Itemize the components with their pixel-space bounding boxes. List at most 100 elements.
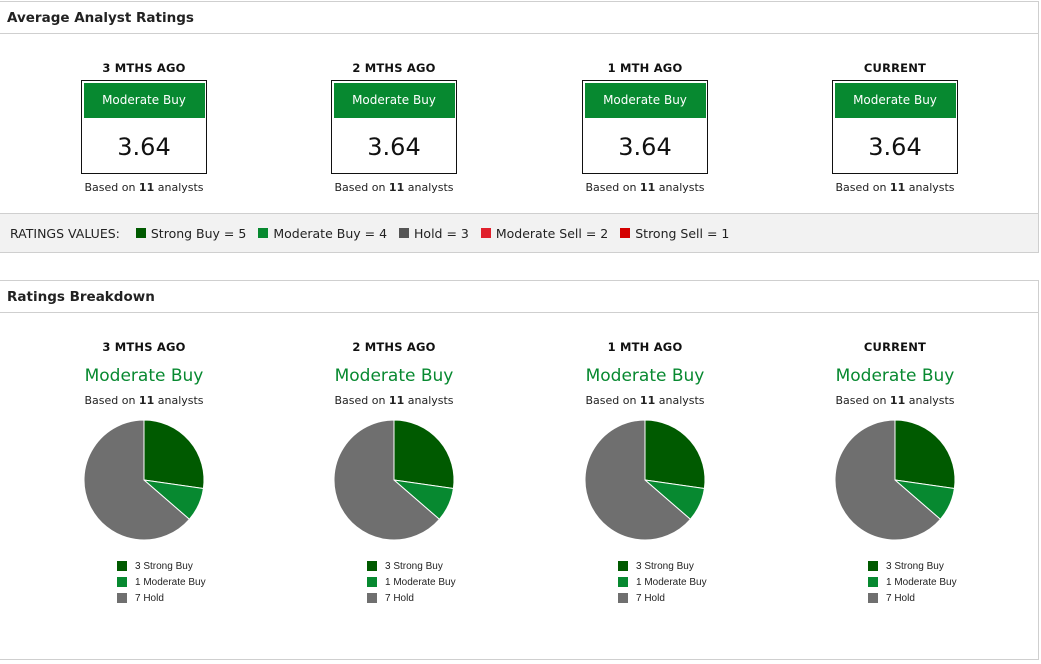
based-suffix: analysts <box>908 394 955 407</box>
pie-slice-hold <box>83 419 191 541</box>
legend-swatch-icon <box>367 593 377 603</box>
count: 11 <box>138 394 155 407</box>
rating-value-strong-sell: Strong Sell = 1 <box>620 226 729 241</box>
pie-svg <box>834 419 956 541</box>
pie-svg <box>333 419 455 541</box>
consensus-rating: Moderate Buy <box>835 366 955 386</box>
count: 11 <box>388 181 405 194</box>
pie-slice-strong-buy <box>644 419 706 490</box>
pie-legend: 3 Strong Buy 1 Moderate Buy 7 Hold <box>117 558 269 606</box>
legend-label: 1 Moderate Buy <box>636 576 707 588</box>
pie-slice-hold <box>584 419 692 541</box>
legend-item: 1 Moderate Buy <box>117 574 269 590</box>
analyst-count: Based on 11 analysts <box>19 181 269 194</box>
rating-value-text: Moderate Sell = 2 <box>495 225 609 241</box>
hold-swatch-icon <box>399 228 410 238</box>
analyst-count: Based on 11 analysts <box>19 394 269 407</box>
pie-chart <box>82 418 206 542</box>
legend-item: 3 Strong Buy <box>117 558 269 574</box>
count: 11 <box>388 394 405 407</box>
legend-swatch-icon <box>618 561 628 571</box>
legend-swatch-icon <box>117 593 127 603</box>
pie-chart <box>332 418 456 542</box>
panel-title: Ratings Breakdown <box>7 288 155 305</box>
period-label: CURRENT <box>863 61 927 75</box>
period-label: 1 MTH AGO <box>607 61 683 75</box>
legend-swatch-icon <box>367 561 377 571</box>
legend-item: 3 Strong Buy <box>618 558 770 574</box>
pie-legend: 3 Strong Buy 1 Moderate Buy 7 Hold <box>868 558 1020 606</box>
based-prefix: Based on <box>585 181 637 194</box>
rating-value-text: Strong Sell = 1 <box>635 225 730 241</box>
count: 11 <box>639 181 656 194</box>
analyst-count: Based on 11 analysts <box>770 394 1020 407</box>
legend-swatch-icon <box>367 577 377 587</box>
count: 11 <box>639 394 656 407</box>
legend-label: 3 Strong Buy <box>886 560 944 572</box>
pie-slice-strong-buy <box>143 419 205 490</box>
based-suffix: analysts <box>407 394 454 407</box>
legend-swatch-icon <box>117 577 127 587</box>
legend-label: 7 Hold <box>135 592 164 604</box>
analyst-count: Based on 11 analysts <box>770 181 1020 194</box>
legend-item: 3 Strong Buy <box>367 558 519 574</box>
pie-svg <box>584 419 706 541</box>
period-label: CURRENT <box>863 340 927 354</box>
ratings-breakdown-panel: Ratings Breakdown 3 MTHS AGO Moderate Buy… <box>0 280 1039 660</box>
legend-item: 1 Moderate Buy <box>618 574 770 590</box>
pie-slice-hold <box>834 419 942 541</box>
rating-box: Moderate Buy 3.64 <box>582 80 708 174</box>
legend-label: 7 Hold <box>385 592 414 604</box>
based-suffix: analysts <box>908 181 955 194</box>
legend-label: 1 Moderate Buy <box>135 576 206 588</box>
legend-swatch-icon <box>868 593 878 603</box>
legend-label: 7 Hold <box>886 592 915 604</box>
based-prefix: Based on <box>334 181 386 194</box>
pie-svg <box>83 419 205 541</box>
legend-item: 7 Hold <box>618 590 770 606</box>
count: 11 <box>138 181 155 194</box>
rating-card-1-month-ago: 1 MTH AGO Moderate Buy 3.64 Based on 11 … <box>520 61 770 194</box>
panel-title: Average Analyst Ratings <box>7 9 194 26</box>
period-label: 1 MTH AGO <box>607 340 683 354</box>
rating-card-2-months-ago: 2 MTHS AGO Moderate Buy 3.64 Based on 11… <box>269 61 519 194</box>
rating-card-current: CURRENT Moderate Buy 3.64 Based on 11 an… <box>770 61 1020 194</box>
average-analyst-ratings-panel: Average Analyst Ratings 3 MTHS AGO Moder… <box>0 1 1039 253</box>
panel-header: Average Analyst Ratings <box>0 2 1038 34</box>
count: 11 <box>889 181 906 194</box>
rating-score: 3.64 <box>367 132 421 161</box>
strong-buy-swatch-icon <box>135 228 146 238</box>
rating-value-hold: Hold = 3 <box>399 226 469 241</box>
legend-swatch-icon <box>868 577 878 587</box>
legend-label: 3 Strong Buy <box>636 560 694 572</box>
breakdown-3-months-ago: 3 MTHS AGO Moderate Buy Based on 11 analys… <box>19 340 269 606</box>
consensus-rating: Moderate Buy <box>585 366 705 386</box>
period-label: 3 MTHS AGO <box>102 340 186 354</box>
period-label: 3 MTHS AGO <box>102 61 186 75</box>
based-suffix: analysts <box>407 181 454 194</box>
analyst-count: Based on 11 analysts <box>269 394 519 407</box>
pie-slice-strong-buy <box>894 419 956 490</box>
period-label: 2 MTHS AGO <box>352 61 436 75</box>
legend-item: 3 Strong Buy <box>868 558 1020 574</box>
rating-score: 3.64 <box>618 132 672 161</box>
ratings-values-label: RATINGS VALUES: <box>10 225 120 241</box>
pie-chart <box>583 418 707 542</box>
ratings-values-legend: RATINGS VALUES: Strong Buy = 5 Moderate … <box>0 213 1038 252</box>
analyst-count: Based on 11 analysts <box>520 181 770 194</box>
rating-score: 3.64 <box>868 132 922 161</box>
legend-item: 1 Moderate Buy <box>868 574 1020 590</box>
legend-swatch-icon <box>868 561 878 571</box>
breakdown-1-month-ago: 1 MTH AGO Moderate Buy Based on 11 analyst… <box>520 340 770 606</box>
count: 11 <box>889 394 906 407</box>
based-prefix: Based on <box>585 394 637 407</box>
legend-label: 3 Strong Buy <box>385 560 443 572</box>
legend-swatch-icon <box>618 593 628 603</box>
pie-legend: 3 Strong Buy 1 Moderate Buy 7 Hold <box>618 558 770 606</box>
based-suffix: analysts <box>658 181 705 194</box>
analyst-count: Based on 11 analysts <box>269 181 519 194</box>
legend-item: 1 Moderate Buy <box>367 574 519 590</box>
rating-box: Moderate Buy 3.64 <box>81 80 207 174</box>
legend-label: 1 Moderate Buy <box>886 576 957 588</box>
legend-item: 7 Hold <box>117 590 269 606</box>
